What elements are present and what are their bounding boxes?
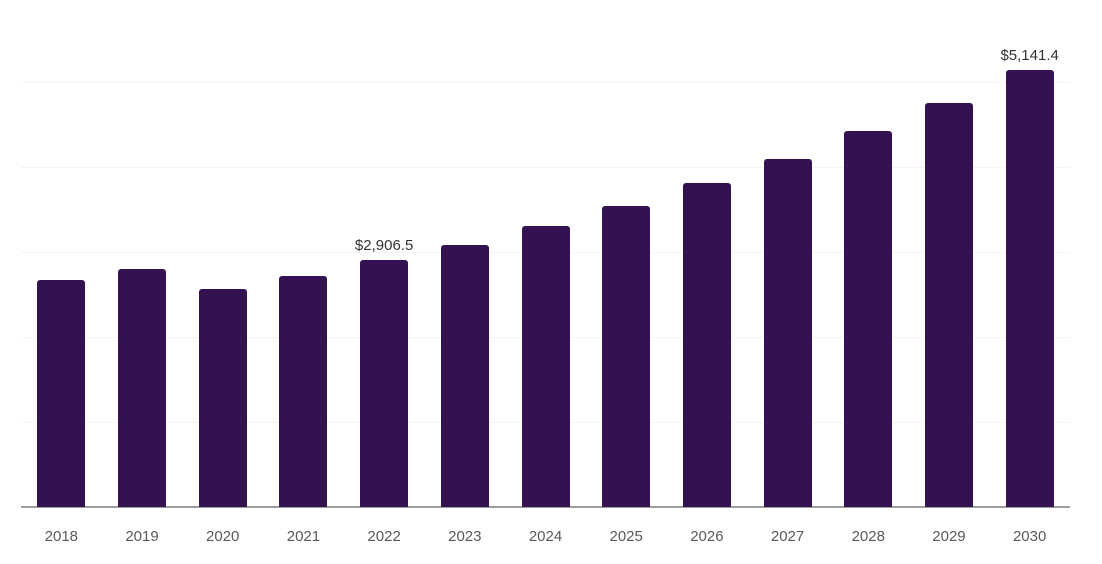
x-tick-label-2026: 2026 (690, 528, 724, 545)
x-tick-label-2020: 2020 (206, 528, 240, 545)
bar-2018[interactable] (37, 280, 86, 507)
bar-2019[interactable] (118, 269, 167, 507)
bar-2026[interactable] (682, 183, 731, 507)
x-tick-label-2025: 2025 (609, 528, 643, 545)
x-tick-label-2019: 2019 (125, 528, 159, 545)
gridline-5000 (21, 82, 1070, 83)
x-tick-label-2030: 2030 (1012, 528, 1047, 545)
data-label-2022: $2,906.5 (354, 237, 414, 254)
bar-2022[interactable] (360, 260, 409, 507)
data-label-2030: $5,141.4 (1000, 47, 1059, 64)
plot-area: 2018 2019 2020 2021 $2,906.5 2022 2023 2024 2025… (21, 0, 1070, 545)
bar-2025[interactable] (602, 206, 651, 507)
x-tick-label-2021: 2021 (286, 528, 321, 545)
bar-2028[interactable] (844, 131, 893, 507)
bar-2027[interactable] (763, 159, 812, 507)
x-axis-line (21, 506, 1070, 508)
x-tick-label-2027: 2027 (770, 528, 805, 545)
x-tick-label-2018: 2018 (44, 528, 79, 545)
gridline-4000 (21, 167, 1070, 168)
bar-2023[interactable] (440, 245, 489, 507)
x-tick-label-2022: 2022 (367, 528, 401, 545)
bar-2021[interactable] (279, 276, 328, 507)
x-tick-label-2029: 2029 (932, 528, 966, 545)
x-tick-label-2024: 2024 (528, 528, 563, 545)
x-tick-label-2028: 2028 (851, 528, 885, 545)
bar-2029[interactable] (924, 103, 973, 507)
bar-2030[interactable] (1005, 70, 1054, 507)
x-tick-label-2023: 2023 (448, 528, 482, 545)
bar-2020[interactable] (198, 289, 247, 507)
bar-2024[interactable] (521, 226, 570, 507)
